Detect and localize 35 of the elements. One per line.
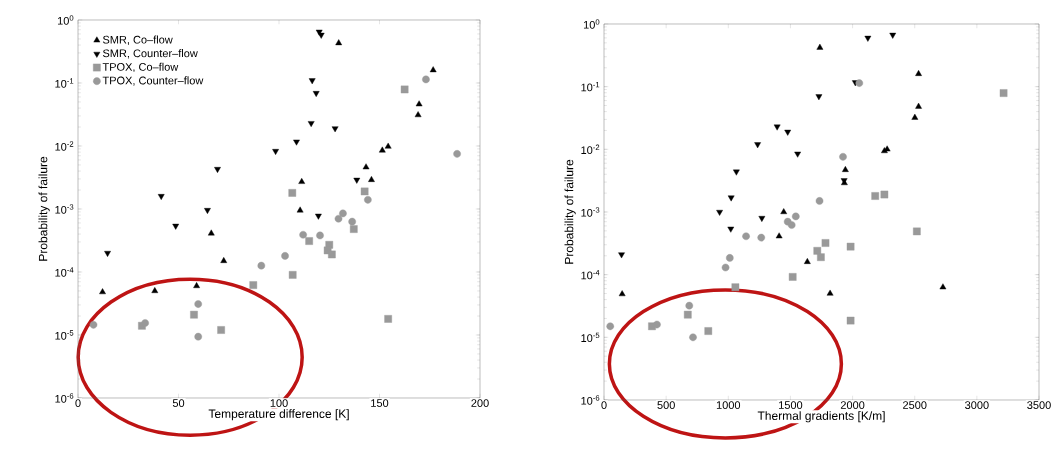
x-tick-label: 150 — [371, 399, 389, 407]
legend-label: TPOX, Co–flow — [102, 62, 179, 73]
x-tick-label: 0 — [75, 399, 81, 407]
x-tick-label: 100 — [270, 399, 288, 407]
x-tick-label: 2000 — [840, 401, 865, 409]
y-axis-title: Probability of failure — [38, 156, 50, 261]
legend-label: SMR, Counter–flow — [102, 49, 198, 59]
x-tick-label: 200 — [471, 399, 489, 407]
y-tick-label: 10$^{-5}$ — [581, 332, 600, 343]
y-axis-title: Probability of failure — [564, 159, 576, 264]
y-tick-label: 10$^{-1}$ — [55, 78, 74, 88]
y-tick-label: 10$^{-2}$ — [55, 141, 74, 151]
y-tick-label: 10$^{-6}$ — [581, 395, 600, 405]
legend-label: TPOX, Counter–flow — [102, 76, 204, 86]
y-tick-label: 10$^{-4}$ — [55, 267, 74, 277]
y-tick-label: 10$^{-1}$ — [581, 81, 600, 92]
y-tick-label: 10$^{-2}$ — [581, 144, 600, 155]
y-tick-label: 10$^{0}$ — [583, 19, 600, 29]
y-tick-label: 10$^{-6}$ — [55, 393, 74, 403]
y-tick-label: 10$^{-3}$ — [581, 207, 600, 217]
y-tick-label: 10$^{-3}$ — [55, 204, 74, 214]
y-tick-label: 10$^{-4}$ — [581, 269, 600, 280]
y-tick-label: 10$^{0}$ — [57, 15, 74, 25]
x-tick-label: 3500 — [1027, 401, 1051, 409]
x-tick-label: 1000 — [716, 401, 741, 409]
x-axis-title: Temperature difference [K] — [208, 409, 349, 421]
x-tick-label: 0 — [601, 401, 607, 409]
legend-label: SMR, Co–flow — [102, 35, 173, 45]
x-tick-label: 2500 — [903, 401, 927, 409]
x-tick-label: 500 — [657, 401, 675, 409]
x-tick-label: 3000 — [965, 401, 989, 409]
x-axis-title: Thermal gradients [K/m] — [757, 411, 885, 423]
y-tick-label: 10$^{-5}$ — [55, 330, 74, 340]
x-tick-label: 50 — [172, 399, 185, 407]
x-tick-label: 1500 — [779, 401, 803, 409]
